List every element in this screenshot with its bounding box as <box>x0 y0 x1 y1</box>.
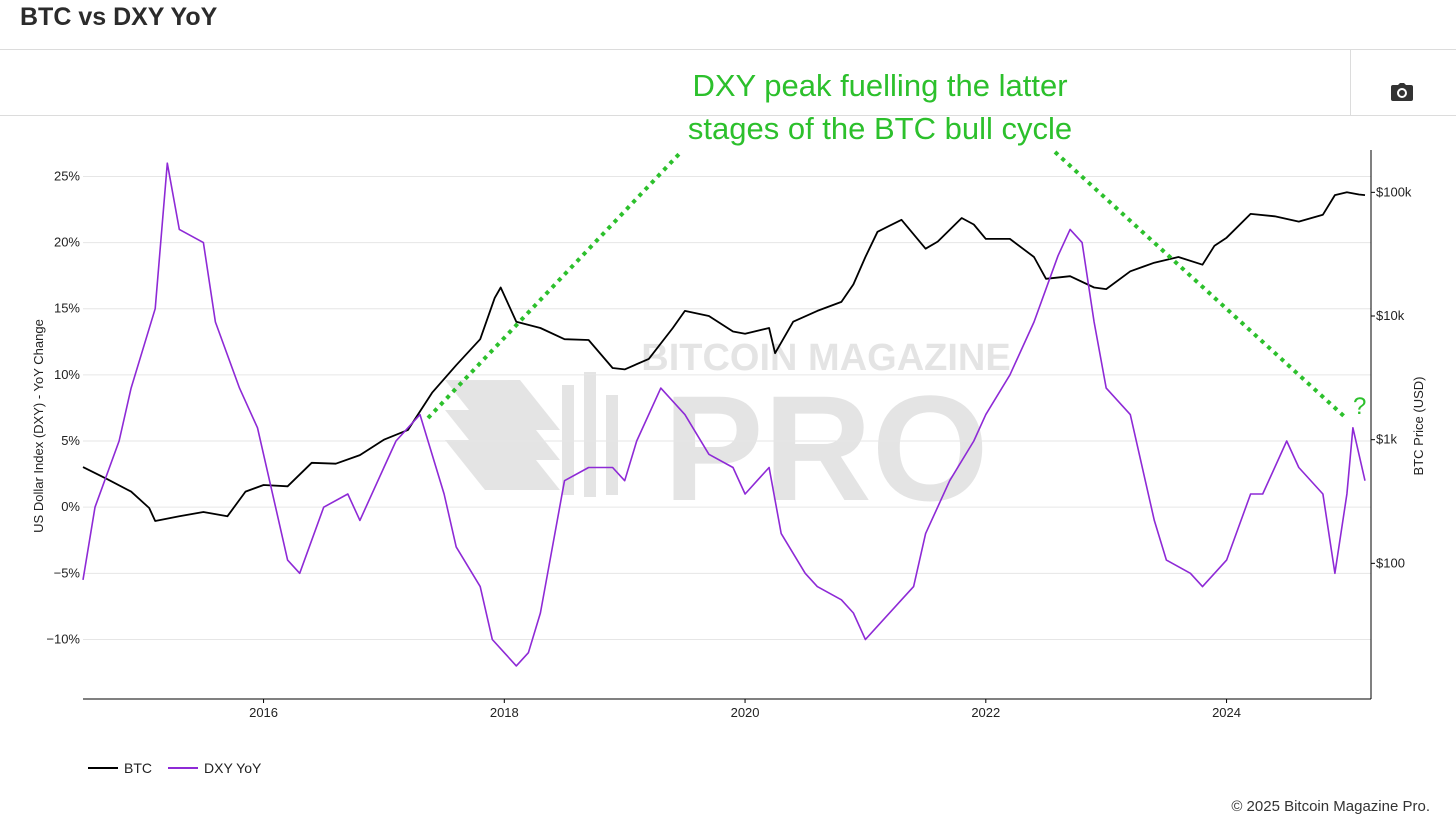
x-tick-labels: 2016 2018 2020 2022 2024 <box>249 699 1241 720</box>
watermark-line2: PRO <box>663 364 988 532</box>
watermark-logo <box>445 372 618 497</box>
right-tick-labels: $100 $1k $10k $100k <box>1371 184 1412 570</box>
annotation-line1: DXY peak fuelling the latter <box>692 68 1068 103</box>
annotation-line-left <box>426 150 683 420</box>
series-lines <box>82 162 1366 667</box>
annotation-line-right <box>1053 150 1348 420</box>
legend-swatch-btc <box>88 767 118 769</box>
legend-swatch-dxy <box>168 767 198 769</box>
x-tick-label: 2024 <box>1212 705 1241 720</box>
legend-item-dxy[interactable]: DXY YoY <box>168 760 261 776</box>
copyright: © 2025 Bitcoin Magazine Pro. <box>1231 798 1430 815</box>
y-left-tick-label: 10% <box>54 367 80 382</box>
y-left-tick-label: −10% <box>46 631 80 646</box>
legend-label-dxy: DXY YoY <box>204 760 262 776</box>
watermark: BITCOIN MAGAZINE PRO <box>445 337 1011 532</box>
legend: BTC DXY YoY <box>88 760 277 776</box>
toolbar-divider <box>0 115 1456 116</box>
left-tick-labels: −10% −5% 0% 5% 10% 15% 20% 25% <box>46 168 80 646</box>
camera-icon <box>1391 83 1413 101</box>
y-right-tick-label: $100 <box>1376 555 1405 570</box>
x-tick-label: 2018 <box>490 705 519 720</box>
y-left-tick-label: −5% <box>54 565 81 580</box>
y-left-tick-label: 5% <box>61 433 80 448</box>
x-tick-label: 2016 <box>249 705 278 720</box>
y-left-tick-label: 0% <box>61 499 80 514</box>
legend-item-btc[interactable]: BTC <box>88 760 152 776</box>
axes <box>83 150 1372 700</box>
y-right-tick-label: $100k <box>1376 184 1412 199</box>
header-divider <box>0 49 1456 50</box>
annotation-line2: stages of the BTC bull cycle <box>687 111 1073 146</box>
x-tick-label: 2020 <box>731 705 760 720</box>
legend-label-btc: BTC <box>124 760 152 776</box>
y-right-axis-title: BTC Price (USD) <box>1411 377 1426 476</box>
x-tick-label: 2022 <box>971 705 1000 720</box>
series-line-btc <box>82 191 1366 522</box>
camera-button[interactable] <box>1384 76 1420 108</box>
annotation-text: DXY peak fuelling the latter stages of t… <box>640 64 1120 150</box>
toolbar-vertical-divider <box>1350 49 1351 115</box>
annotation-lines <box>426 150 1348 420</box>
watermark-line1: BITCOIN MAGAZINE <box>641 337 1010 379</box>
y-left-tick-label: 15% <box>54 301 80 316</box>
y-right-tick-label: $1k <box>1376 432 1397 447</box>
page-title: BTC vs DXY YoY <box>20 3 218 31</box>
y-left-tick-label: 25% <box>54 168 80 183</box>
gridlines <box>83 175 1371 640</box>
y-left-tick-label: 20% <box>54 235 80 250</box>
series-line-dxy-yoy <box>82 162 1366 667</box>
y-right-tick-label: $10k <box>1376 308 1405 323</box>
annotation-marker: ? <box>1353 393 1366 420</box>
y-left-axis-title: US Dollar Index (DXY) - YoY Change <box>31 319 46 533</box>
